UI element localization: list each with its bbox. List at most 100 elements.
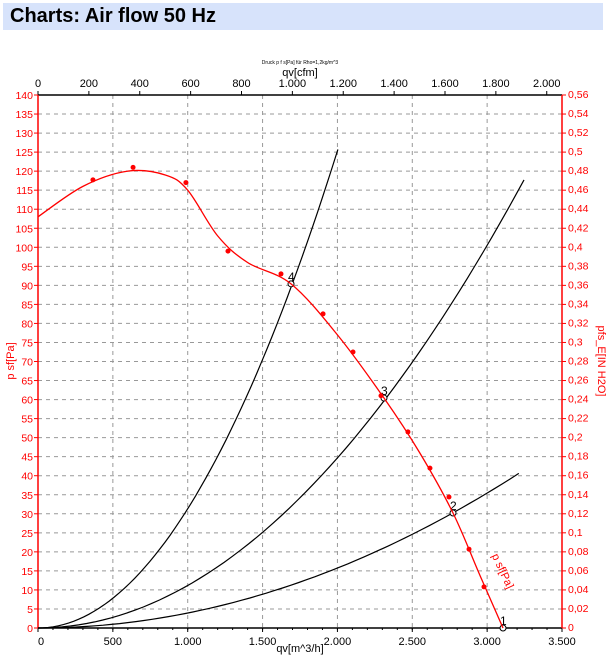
x2-tick-label: 600: [181, 78, 199, 90]
y2-tick-label: 0,34: [568, 298, 589, 310]
y-tick-label: 80: [21, 318, 33, 330]
x-tick-label: 500: [104, 636, 122, 648]
y-tick-label: 135: [15, 109, 33, 121]
fan-curve-marker: [481, 584, 487, 590]
y2-axis-label: pfs_E[IN H2O]: [595, 326, 606, 397]
x-tick-label: 3.000: [473, 636, 501, 648]
x2-tick-label: 1.200: [329, 78, 357, 90]
y-tick-label: 50: [21, 433, 33, 445]
y2-tick-label: 0,44: [568, 203, 589, 215]
fan-curve-marker: [225, 248, 231, 254]
fan-curve-marker: [446, 494, 452, 500]
operating-point-label-2: 2: [450, 499, 457, 513]
fan-curve-marker: [130, 164, 136, 170]
x-tick-label: 3.500: [548, 636, 576, 648]
y2-tick-label: 0,56: [568, 89, 589, 101]
fan-curve-marker: [466, 546, 472, 552]
y-tick-label: 85: [21, 299, 33, 311]
y2-tick-label: 0,4: [568, 241, 583, 253]
fan-curve-marker: [183, 180, 189, 186]
operating-point-label-3: 3: [381, 384, 388, 398]
y2-tick-label: 0,06: [568, 565, 589, 577]
y-tick-label: 30: [21, 509, 33, 521]
y-tick-label: 60: [21, 395, 33, 407]
x2-tick-label: 1.000: [279, 78, 307, 90]
y-tick-label: 15: [21, 566, 33, 578]
x2-tick-label: 1.800: [482, 78, 510, 90]
y-tick-label: 35: [21, 490, 33, 502]
x2-tick-label: 1.600: [431, 78, 459, 90]
x-tick-label: 0: [38, 636, 44, 648]
fan-curve-marker: [350, 349, 356, 355]
y2-tick-label: 0,36: [568, 279, 589, 291]
fan-curve-marker: [278, 271, 284, 277]
y2-tick-label: 0,04: [568, 584, 589, 596]
y-tick-label: 55: [21, 414, 33, 426]
y2-tick-label: 0,46: [568, 184, 589, 196]
y2-tick-label: 0,32: [568, 317, 589, 329]
y2-tick-label: 0,52: [568, 127, 589, 139]
y2-tick-label: 0,28: [568, 356, 589, 368]
y-tick-label: 115: [16, 185, 33, 197]
y-tick-label: 10: [21, 585, 33, 597]
y2-tick-label: 0: [568, 622, 574, 634]
y-tick-label: 40: [21, 471, 33, 483]
fan-curve-marker: [405, 429, 411, 435]
y2-tick-label: 0,54: [568, 108, 589, 120]
y-tick-label: 140: [15, 90, 33, 102]
fan-curve-marker: [378, 393, 384, 399]
y2-tick-label: 0,24: [568, 394, 589, 406]
y2-tick-label: 0,26: [568, 375, 589, 387]
y-tick-label: 125: [15, 147, 33, 159]
fan-curve-marker: [427, 465, 433, 471]
y2-tick-label: 0,38: [568, 260, 589, 272]
page-title: Charts: Air flow 50 Hz: [3, 3, 603, 30]
y2-tick-label: 0,3: [568, 336, 583, 348]
y2-tick-label: 0,42: [568, 222, 589, 234]
y-axis-label: p sf[Pa]: [5, 342, 17, 379]
x2-axis-label: qv[cfm]: [282, 67, 317, 79]
x2-tick-label: 200: [80, 78, 98, 90]
y-tick-label: 100: [15, 242, 33, 254]
system-curve-2: [38, 472, 520, 629]
y-tick-label: 90: [21, 280, 33, 292]
y2-tick-label: 0,1: [568, 527, 583, 539]
y2-tick-label: 0,14: [568, 489, 589, 501]
x2-tick-label: 2.000: [533, 78, 561, 90]
y2-tick-label: 0,5: [568, 146, 583, 158]
y-tick-label: 65: [21, 376, 33, 388]
x-tick-label: 1.500: [249, 636, 277, 648]
y2-tick-label: 0,48: [568, 165, 589, 177]
y-tick-label: 5: [27, 604, 33, 616]
y-tick-label: 0: [27, 623, 33, 635]
y2-tick-label: 0,16: [568, 470, 589, 482]
x-tick-label: 2.000: [324, 636, 352, 648]
y2-tick-label: 0,12: [568, 508, 589, 520]
operating-point-label-1: 1: [500, 614, 507, 628]
y-tick-label: 120: [15, 166, 33, 178]
y-tick-label: 20: [21, 547, 33, 559]
y-tick-label: 75: [21, 337, 33, 349]
x-tick-label: 1.000: [174, 636, 202, 648]
y-tick-label: 95: [21, 261, 33, 273]
system-curve-4: [37, 149, 339, 629]
fan-curve-marker: [90, 177, 96, 183]
y-tick-label: 25: [21, 528, 33, 540]
y2-tick-label: 0,22: [568, 413, 589, 425]
y-tick-label: 70: [21, 357, 33, 369]
y2-tick-label: 0,08: [568, 546, 589, 558]
chart-title: Druck p f s[Pa] für Rho=1,2kg/m^3: [262, 60, 339, 66]
x2-tick-label: 400: [131, 78, 149, 90]
system-curve-3: [37, 179, 525, 629]
x2-tick-label: 1.400: [380, 78, 408, 90]
x2-tick-label: 800: [232, 78, 250, 90]
x-axis-label: qv[m^3/h]: [276, 643, 323, 655]
operating-point-label-4: 4: [288, 270, 295, 284]
x2-tick-label: 0: [35, 78, 41, 90]
fan-curve: [37, 169, 504, 629]
y2-tick-label: 0,18: [568, 451, 589, 463]
y-tick-label: 110: [16, 204, 33, 216]
y2-tick-label: 0,02: [568, 603, 589, 615]
fan-curve-marker: [320, 311, 326, 317]
